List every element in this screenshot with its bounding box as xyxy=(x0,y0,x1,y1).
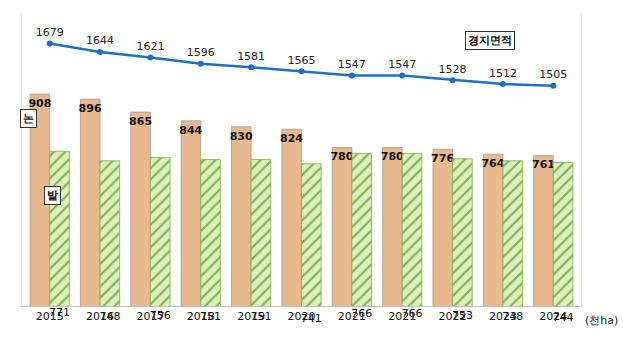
svg-text:2020: 2020 xyxy=(288,310,316,323)
svg-text:2019: 2019 xyxy=(237,310,265,323)
svg-text:2016: 2016 xyxy=(86,310,114,323)
svg-text:1679: 1679 xyxy=(36,26,64,39)
svg-text:(천ha): (천ha) xyxy=(585,314,618,327)
svg-text:766: 766 xyxy=(402,307,423,320)
svg-text:2024: 2024 xyxy=(539,310,567,323)
svg-text:2021: 2021 xyxy=(338,310,366,323)
svg-text:1512: 1512 xyxy=(489,67,517,80)
svg-text:2018: 2018 xyxy=(187,310,215,323)
svg-text:756: 756 xyxy=(150,309,171,322)
svg-text:776: 776 xyxy=(431,152,454,165)
svg-text:1621: 1621 xyxy=(136,40,164,53)
svg-text:1644: 1644 xyxy=(86,34,114,47)
svg-text:865: 865 xyxy=(129,115,152,128)
svg-text:780: 780 xyxy=(381,150,404,163)
svg-text:1547: 1547 xyxy=(338,58,366,71)
svg-text:밭: 밭 xyxy=(47,189,58,202)
svg-text:1505: 1505 xyxy=(539,68,567,81)
svg-text:2023: 2023 xyxy=(489,310,517,323)
svg-text:2021: 2021 xyxy=(388,310,416,323)
svg-text:741: 741 xyxy=(301,312,322,325)
svg-text:751: 751 xyxy=(200,310,221,323)
svg-text:2015: 2015 xyxy=(36,310,64,323)
svg-text:753: 753 xyxy=(452,309,473,322)
svg-text:2022: 2022 xyxy=(439,310,467,323)
svg-text:766: 766 xyxy=(351,307,372,320)
svg-text:751: 751 xyxy=(250,310,271,323)
svg-text:824: 824 xyxy=(280,132,303,145)
svg-text:1565: 1565 xyxy=(288,54,316,67)
svg-text:830: 830 xyxy=(230,130,253,143)
svg-text:908: 908 xyxy=(28,97,51,110)
svg-text:844: 844 xyxy=(179,124,202,137)
svg-text:744: 744 xyxy=(553,311,574,324)
svg-text:748: 748 xyxy=(99,310,120,323)
svg-text:1596: 1596 xyxy=(187,46,215,59)
svg-text:경지면적: 경지면적 xyxy=(468,34,512,47)
svg-text:1547: 1547 xyxy=(388,58,416,71)
svg-text:771: 771 xyxy=(49,306,70,319)
svg-text:논: 논 xyxy=(23,112,34,125)
svg-text:780: 780 xyxy=(330,150,353,163)
svg-text:764: 764 xyxy=(481,157,504,170)
svg-text:748: 748 xyxy=(502,310,523,323)
svg-text:2017: 2017 xyxy=(136,310,164,323)
svg-text:896: 896 xyxy=(79,102,102,115)
svg-text:761: 761 xyxy=(532,158,555,171)
svg-text:1581: 1581 xyxy=(237,50,265,63)
svg-text:1528: 1528 xyxy=(439,63,467,76)
